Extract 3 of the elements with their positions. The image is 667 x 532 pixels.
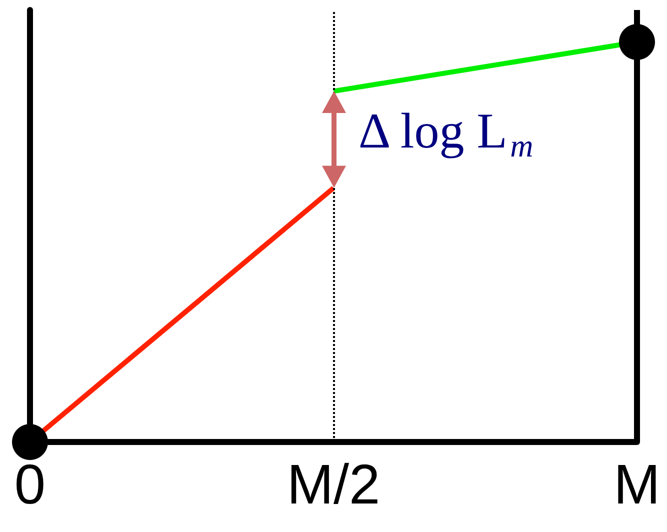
x-tick-label: M/2 [286, 452, 380, 516]
x-tick-label: 0 [14, 452, 46, 516]
x-tick-label: M [614, 452, 660, 516]
